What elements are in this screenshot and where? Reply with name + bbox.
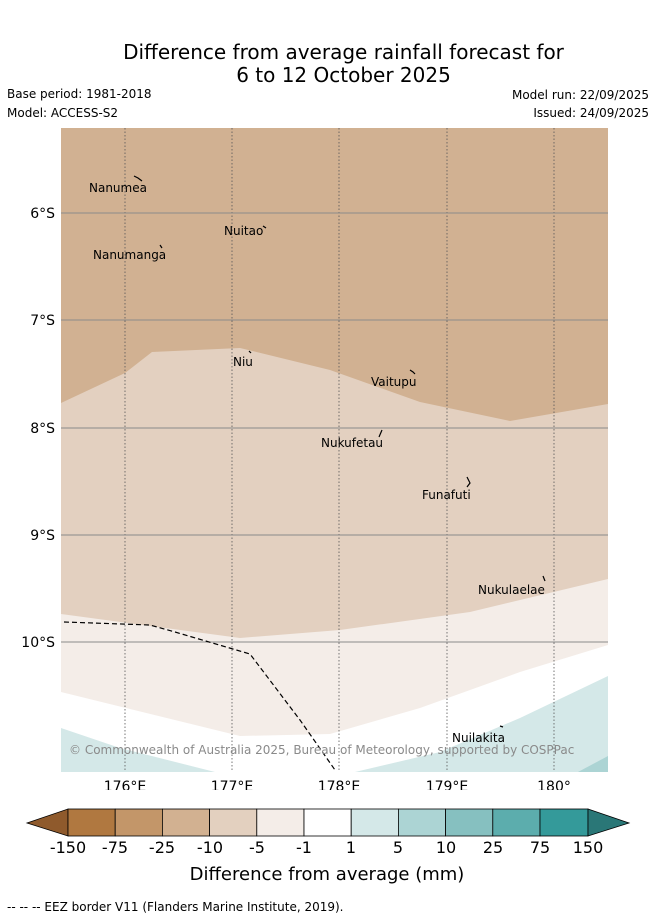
colorbar-tick: 25 (483, 838, 503, 857)
label-funafuti: Funafuti (422, 488, 471, 502)
colorbar-tick: 150 (573, 838, 604, 857)
band-5-to-10-east (355, 676, 608, 772)
colorbar-tick: -5 (249, 838, 265, 857)
colorbar-tick: -1 (296, 838, 312, 857)
label-nanumea: Nanumea (89, 181, 147, 195)
map-area: Nanumea Nuitao Nanumanga Niu Vaitupu Nuk… (61, 128, 608, 772)
colorbar-tick: 10 (436, 838, 456, 857)
model-run: Model run: 22/09/2025 (511, 88, 649, 102)
colorbar-swatch (256, 808, 305, 837)
colorbar-swatches (25, 808, 631, 837)
eez-border (63, 621, 336, 771)
label-nuilakita: Nuilakita (452, 731, 505, 745)
colorbar-tick: -150 (50, 838, 86, 857)
colorbar-swatch (492, 808, 541, 837)
colorbar-tick: -10 (197, 838, 223, 857)
lat-label: 9°S (30, 528, 55, 544)
colorbar-legend: -150 -75 -25 -10 -5 -1 1 5 10 25 75 150 … (25, 808, 631, 885)
place-labels: Nanumea Nuitao Nanumanga Niu Vaitupu Nuk… (89, 181, 545, 745)
lon-label: 179°E (426, 779, 469, 790)
colorbar-swatch (209, 808, 258, 837)
colorbar-tick: 75 (530, 838, 550, 857)
colorbar-swatch (25, 808, 69, 837)
colorbar-tick: -25 (149, 838, 175, 857)
label-nanumanga: Nanumanga (93, 248, 166, 262)
model-name: Model: ACCESS-S2 (7, 106, 119, 120)
lon-label: 180° (537, 779, 571, 790)
colorbar-swatch (303, 808, 352, 837)
label-niu: Niu (233, 355, 253, 369)
label-vaitupu: Vaitupu (371, 375, 417, 389)
colorbar-tick: 5 (393, 838, 403, 857)
colorbar-swatch (161, 808, 210, 837)
colorbar-tick: 1 (346, 838, 356, 857)
colorbar-swatch (539, 808, 589, 837)
issued-date: Issued: 24/09/2025 (533, 106, 649, 120)
lat-label: 7°S (30, 313, 55, 329)
lat-label: 10°S (21, 635, 55, 651)
lat-label: 6°S (30, 206, 55, 222)
colorbar-swatch (397, 808, 446, 837)
lon-label: 176°E (104, 779, 147, 790)
title-line-2: 6 to 12 October 2025 (236, 63, 451, 87)
band-5-to-10-west (61, 728, 215, 772)
band-10-to-25 (578, 756, 608, 772)
colorbar-swatch (67, 808, 116, 837)
island-shapes (133, 175, 546, 728)
label-nukulaelae: Nukulaelae (478, 583, 545, 597)
colorbar-ticks: -150 -75 -25 -10 -5 -1 1 5 10 25 75 150 (50, 838, 603, 857)
map-title: Difference from average rainfall forecas… (0, 41, 655, 87)
copyright-notice: © Commonwealth of Australia 2025, Bureau… (69, 743, 574, 757)
label-nuitao: Nuitao (224, 224, 263, 238)
colorbar-tick: -75 (102, 838, 128, 857)
parallels (61, 212, 608, 643)
rainfall-map: Nanumea Nuitao Nanumanga Niu Vaitupu Nuk… (21, 128, 608, 790)
lon-label: 178°E (318, 779, 361, 790)
colorbar-swatch (350, 808, 399, 837)
latitude-labels: 6°S 7°S 8°S 9°S 10°S (21, 206, 55, 651)
colorbar-swatch (445, 808, 494, 837)
lat-label: 8°S (30, 421, 55, 437)
colorbar-title: Difference from average (mm) (190, 864, 465, 885)
base-period: Base period: 1981-2018 (7, 87, 152, 101)
title-line-1: Difference from average rainfall forecas… (123, 40, 564, 64)
colorbar-swatch (587, 808, 631, 837)
eez-footnote: -- -- -- EEZ border V11 (Flanders Marine… (7, 900, 344, 914)
label-nukufetau: Nukufetau (321, 436, 383, 450)
meridians (124, 128, 555, 772)
lon-label: 177°E (211, 779, 254, 790)
longitude-labels: 176°E 177°E 178°E 179°E 180° (104, 779, 571, 790)
colorbar-swatch (114, 808, 163, 837)
